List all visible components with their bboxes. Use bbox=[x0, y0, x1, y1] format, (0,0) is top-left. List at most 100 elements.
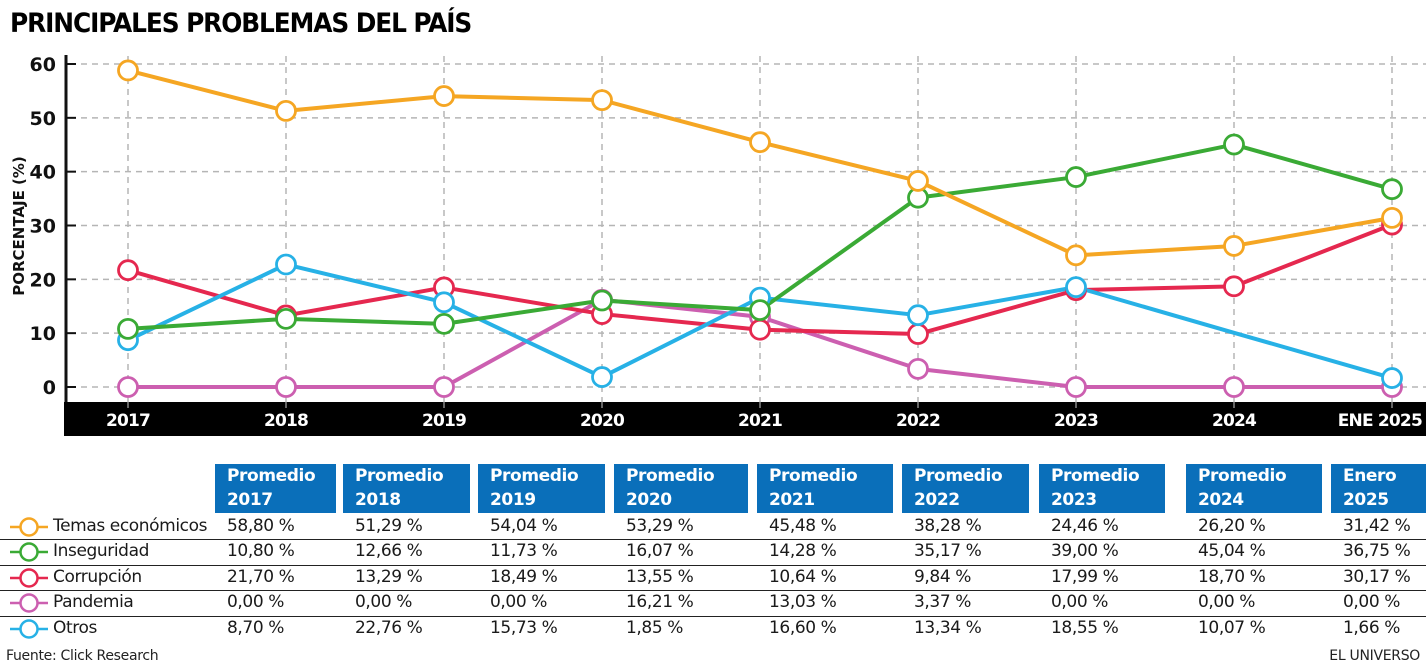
table-cell: 18,49 % bbox=[490, 566, 558, 587]
data-point bbox=[275, 99, 297, 122]
table-cell: 18,70 % bbox=[1198, 566, 1266, 587]
column-header-line2: 2024 bbox=[1198, 490, 1244, 510]
table-cell: 51,29 % bbox=[355, 516, 423, 536]
y-tick-label: 40 bbox=[30, 162, 56, 184]
table-cell: 18,55 % bbox=[1051, 617, 1119, 638]
y-tick-label: 50 bbox=[30, 108, 56, 130]
column-header: Promedio 2017 bbox=[215, 464, 336, 513]
data-point bbox=[749, 299, 771, 322]
data-point bbox=[1223, 376, 1245, 398]
table-cell: 26,20 % bbox=[1198, 516, 1266, 536]
legend-label: Temas económicos bbox=[53, 516, 208, 536]
table-cell: 14,28 % bbox=[769, 541, 837, 562]
data-point bbox=[1065, 244, 1087, 267]
column-header: Promedio 2018 bbox=[343, 464, 470, 513]
table-cell: 1,85 % bbox=[626, 617, 684, 638]
y-tick-label: 30 bbox=[30, 216, 56, 238]
column-header: Promedio 2020 bbox=[614, 464, 748, 513]
table-cell: 16,07 % bbox=[626, 541, 694, 562]
y-axis-label: PORCENTAJE (%) bbox=[10, 156, 28, 296]
y-tick-label: 20 bbox=[30, 269, 56, 291]
table-cell: 10,07 % bbox=[1198, 617, 1266, 638]
table-cell: 36,75 % bbox=[1343, 541, 1411, 562]
table-cell: 8,70 % bbox=[227, 617, 285, 638]
data-point bbox=[433, 312, 455, 335]
data-point bbox=[275, 307, 297, 330]
table-cell: 0,00 % bbox=[227, 592, 285, 613]
data-point bbox=[907, 323, 929, 345]
data-point bbox=[1223, 235, 1245, 257]
legend-marker-icon bbox=[10, 517, 48, 537]
legend-label: Inseguridad bbox=[53, 541, 149, 562]
column-header-line2: 2022 bbox=[914, 490, 960, 510]
column-header-line2: 2017 bbox=[227, 490, 273, 510]
data-point bbox=[1065, 376, 1087, 398]
data-point bbox=[275, 376, 297, 398]
column-header-line1: Promedio bbox=[769, 466, 858, 486]
table-cell: 3,37 % bbox=[914, 592, 972, 613]
table-cell: 45,04 % bbox=[1198, 541, 1266, 562]
x-tick-label: 2017 bbox=[106, 411, 150, 431]
data-point bbox=[1223, 275, 1245, 298]
row-divider bbox=[0, 590, 1426, 592]
data-point bbox=[591, 366, 613, 388]
column-header-line2: 2021 bbox=[769, 490, 815, 510]
x-tick-label: 2018 bbox=[264, 411, 308, 431]
line-chart: 0 10 20 30 40 50 60 PORCENTAJE (%) 2017 2018 2019 2… bbox=[10, 54, 1426, 436]
legend-marker-icon bbox=[10, 568, 48, 588]
data-point bbox=[1065, 276, 1087, 299]
column-header: Enero 2025 bbox=[1331, 464, 1426, 513]
table-cell: 38,28 % bbox=[914, 516, 982, 536]
table-cell: 35,17 % bbox=[914, 541, 982, 562]
data-point bbox=[1381, 178, 1403, 201]
column-header-line2: 2023 bbox=[1051, 490, 1097, 510]
data-point bbox=[1381, 367, 1403, 389]
table-cell: 16,60 % bbox=[769, 617, 837, 638]
data-point bbox=[433, 291, 455, 314]
y-tick-label: 10 bbox=[30, 323, 56, 345]
table-cell: 53,29 % bbox=[626, 516, 694, 536]
data-point bbox=[591, 89, 613, 112]
data-point bbox=[1381, 206, 1403, 229]
chart-title: PRINCIPALES PROBLEMAS DEL PAÍS bbox=[10, 8, 472, 39]
table-cell: 17,99 % bbox=[1051, 566, 1119, 587]
row-divider bbox=[0, 615, 1426, 617]
column-header-line1: Promedio bbox=[1051, 466, 1140, 486]
x-tick-label: 2022 bbox=[896, 411, 940, 431]
x-tick-label: 2021 bbox=[738, 411, 782, 431]
column-header-line1: Enero bbox=[1343, 466, 1397, 486]
x-axis-band bbox=[64, 402, 1426, 436]
table-cell: 54,04 % bbox=[490, 516, 558, 536]
x-tick-label: 2024 bbox=[1212, 411, 1257, 431]
series-line-temas-econ-micos bbox=[127, 68, 1393, 258]
table-cell: 21,70 % bbox=[227, 566, 295, 587]
x-tick-label: 2020 bbox=[580, 411, 625, 431]
column-header-line2: 2020 bbox=[626, 490, 672, 510]
table-cell: 10,80 % bbox=[227, 541, 295, 562]
column-header-line1: Promedio bbox=[1198, 466, 1287, 486]
column-header: Promedio 2022 bbox=[902, 464, 1029, 513]
table-cell: 15,73 % bbox=[490, 617, 558, 638]
x-tick-label: ENE 2025 bbox=[1338, 411, 1422, 431]
table-cell: 13,34 % bbox=[914, 617, 982, 638]
x-tick-label: 2019 bbox=[422, 411, 466, 431]
legend-marker-icon bbox=[10, 618, 48, 639]
column-header-line1: Promedio bbox=[227, 466, 316, 486]
legend-marker-icon bbox=[10, 542, 48, 563]
table-cell: 0,00 % bbox=[1051, 592, 1109, 613]
table-cell: 13,29 % bbox=[355, 566, 423, 587]
column-header-line2: 2019 bbox=[490, 490, 536, 510]
source-note: Fuente: Click Research bbox=[6, 648, 159, 664]
row-divider bbox=[0, 539, 1426, 541]
data-point bbox=[117, 376, 139, 398]
data-point bbox=[117, 317, 139, 340]
table-cell: 58,80 % bbox=[227, 516, 295, 536]
data-point bbox=[1223, 133, 1245, 156]
legend-label: Corrupción bbox=[53, 566, 142, 587]
table-cell: 11,73 % bbox=[490, 541, 558, 562]
column-header-line1: Promedio bbox=[355, 466, 444, 486]
column-header-line1: Promedio bbox=[626, 466, 715, 486]
table-cell: 30,17 % bbox=[1343, 566, 1411, 587]
data-point bbox=[749, 131, 771, 154]
table-cell: 22,76 % bbox=[355, 617, 423, 638]
